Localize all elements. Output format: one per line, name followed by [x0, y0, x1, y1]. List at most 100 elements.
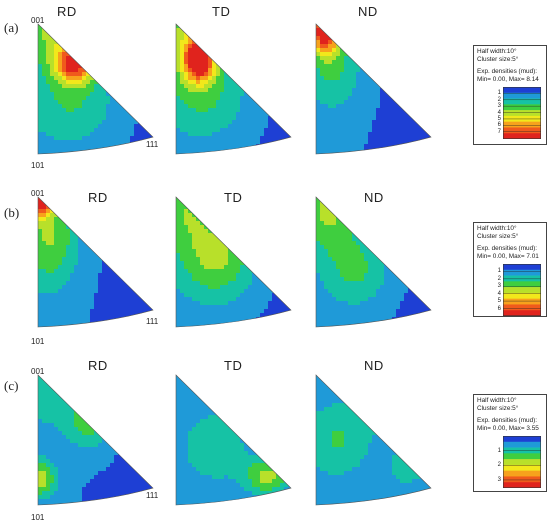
density-cell	[284, 221, 289, 226]
density-cell	[224, 205, 229, 210]
density-cell	[138, 44, 143, 49]
density-cell	[58, 209, 63, 214]
density-cell	[396, 201, 401, 206]
density-cell	[38, 144, 43, 149]
density-cell	[272, 48, 277, 53]
density-cell	[134, 128, 139, 133]
density-cell	[176, 285, 181, 290]
density-cell	[400, 140, 405, 145]
density-cell	[360, 128, 365, 133]
density-cell	[106, 140, 111, 145]
density-cell	[268, 213, 273, 218]
density-cell	[288, 281, 291, 286]
density-cell	[224, 124, 229, 129]
density-cell	[232, 229, 237, 234]
density-cell	[50, 265, 55, 270]
density-cell	[94, 108, 99, 113]
density-cell	[86, 269, 91, 274]
density-cell	[38, 64, 43, 69]
density-cell	[236, 92, 241, 97]
density-cell	[360, 100, 365, 105]
density-cell	[360, 40, 365, 45]
density-cell	[106, 205, 111, 210]
density-cell	[134, 144, 139, 149]
density-cell	[212, 309, 217, 314]
density-cell	[240, 112, 245, 117]
density-cell	[212, 136, 217, 141]
density-cell	[196, 241, 201, 246]
density-cell	[244, 257, 249, 262]
density-cell	[110, 48, 115, 53]
density-cell	[264, 309, 269, 314]
density-cell	[204, 60, 209, 65]
density-cell	[82, 209, 87, 214]
density-cell	[130, 317, 135, 322]
density-cell	[150, 124, 153, 129]
density-cell	[248, 136, 253, 141]
density-cell	[200, 261, 205, 266]
density-cell	[332, 132, 337, 137]
density-cell	[66, 229, 71, 234]
density-cell	[332, 136, 337, 141]
density-cell	[388, 197, 393, 202]
density-cell	[344, 40, 349, 45]
density-cell	[200, 293, 205, 298]
density-cell	[42, 325, 47, 327]
density-cell	[150, 104, 153, 109]
density-cell	[82, 52, 87, 57]
density-cell	[74, 209, 79, 214]
density-cell	[348, 76, 353, 81]
density-cell	[256, 128, 261, 133]
density-cell	[384, 148, 389, 153]
density-cell	[264, 132, 269, 137]
density-cell	[216, 245, 221, 250]
density-cell	[54, 24, 59, 29]
density-cell	[114, 257, 119, 262]
density-cell	[236, 116, 241, 121]
density-cell	[42, 116, 47, 121]
density-cell	[82, 225, 87, 230]
density-cell	[126, 261, 131, 266]
density-cell	[102, 253, 107, 258]
density-cell	[264, 120, 269, 125]
density-cell	[110, 233, 115, 238]
density-cell	[102, 64, 107, 69]
density-cell	[98, 209, 103, 214]
density-cell	[328, 205, 333, 210]
density-cell	[272, 209, 277, 214]
density-cell	[252, 28, 257, 33]
density-cell	[376, 76, 381, 81]
panel-label: (b)	[4, 205, 20, 220]
density-cell	[74, 136, 79, 141]
density-cell	[276, 112, 281, 117]
density-cell	[130, 321, 135, 326]
density-cell	[260, 205, 265, 210]
density-cell	[184, 285, 189, 290]
density-cell	[42, 88, 47, 93]
density-cell	[94, 84, 99, 89]
density-cell	[220, 96, 225, 101]
density-cell	[368, 120, 373, 125]
density-cell	[208, 32, 213, 37]
density-cell	[58, 144, 63, 149]
density-cell	[42, 56, 47, 61]
density-cell	[102, 56, 107, 61]
density-cell	[70, 104, 75, 109]
density-cell	[224, 229, 229, 234]
density-cell	[188, 305, 193, 310]
density-cell	[118, 229, 123, 234]
density-cell	[102, 297, 107, 302]
density-cell	[288, 197, 291, 202]
density-cell	[38, 253, 43, 258]
density-cell	[244, 289, 249, 294]
density-cell	[272, 64, 277, 69]
density-cell	[54, 245, 59, 250]
density-cell	[324, 80, 329, 85]
density-cell	[176, 88, 181, 93]
density-cell	[356, 92, 361, 97]
density-cell	[98, 277, 103, 282]
density-cell	[232, 132, 237, 137]
density-cell	[420, 24, 425, 29]
density-cell	[42, 32, 47, 37]
density-cell	[276, 249, 281, 254]
